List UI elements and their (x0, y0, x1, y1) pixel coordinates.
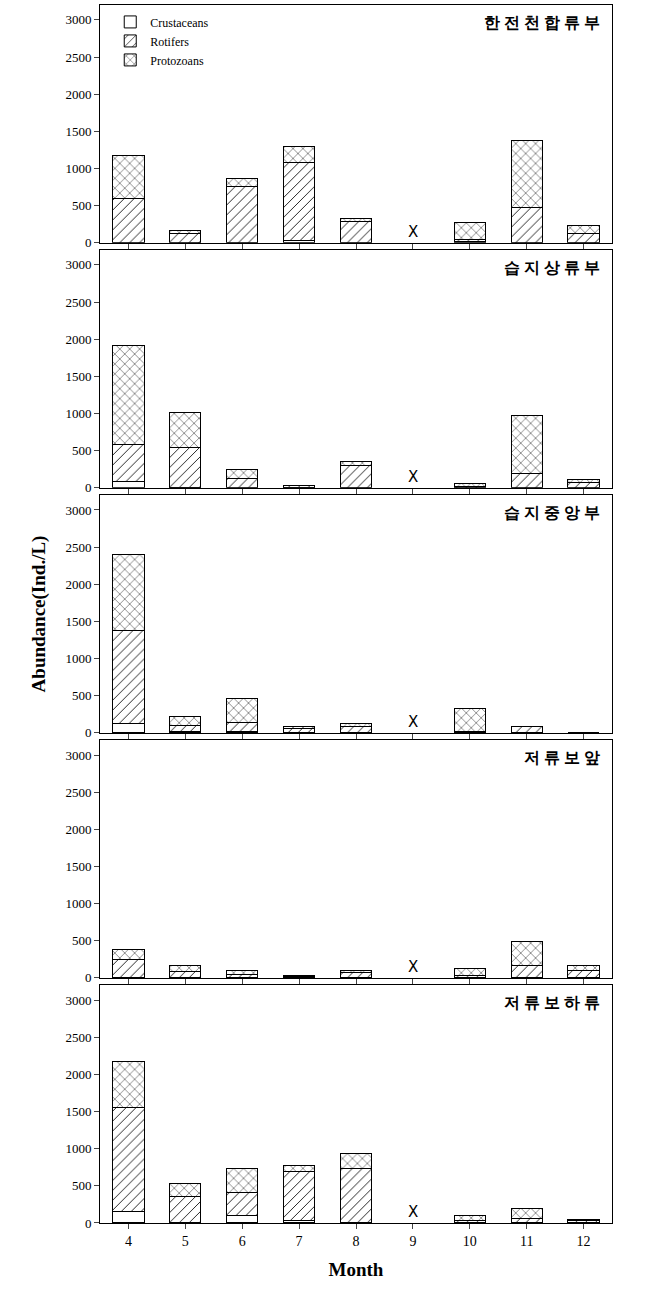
svg-text:1500: 1500 (65, 124, 91, 139)
svg-text:12: 12 (577, 1234, 591, 1249)
svg-text:2500: 2500 (65, 540, 91, 555)
svg-text:2000: 2000 (65, 87, 91, 102)
svg-text:X: X (408, 958, 418, 976)
svg-text:9: 9 (409, 1234, 416, 1249)
svg-text:10: 10 (463, 1234, 477, 1249)
svg-text:2500: 2500 (65, 295, 91, 310)
svg-text:0: 0 (85, 970, 92, 985)
svg-text:1000: 1000 (65, 651, 91, 666)
svg-text:6: 6 (239, 1234, 246, 1249)
svg-text:0: 0 (85, 235, 92, 250)
svg-text:X: X (408, 713, 418, 731)
svg-text:1000: 1000 (65, 406, 91, 421)
svg-text:습 지 중 앙 부: 습 지 중 앙 부 (504, 504, 600, 521)
svg-text:11: 11 (520, 1234, 533, 1249)
svg-text:3000: 3000 (65, 748, 91, 763)
svg-text:2500: 2500 (65, 785, 91, 800)
svg-text:2000: 2000 (65, 1067, 91, 1082)
svg-text:0: 0 (85, 1216, 92, 1231)
svg-text:2500: 2500 (65, 50, 91, 65)
svg-text:X: X (408, 1203, 418, 1221)
svg-text:2500: 2500 (65, 1030, 91, 1045)
svg-text:4: 4 (125, 1234, 132, 1249)
svg-text:Crustaceans: Crustaceans (150, 16, 208, 30)
svg-text:500: 500 (72, 198, 92, 213)
svg-text:Month: Month (329, 1259, 384, 1280)
svg-text:5: 5 (182, 1234, 189, 1249)
svg-text:0: 0 (85, 480, 92, 495)
svg-text:1500: 1500 (65, 614, 91, 629)
svg-text:저 류 보 하 류: 저 류 보 하 류 (504, 994, 600, 1011)
svg-text:한 전 천 합 류 부: 한 전 천 합 류 부 (484, 14, 600, 31)
svg-text:1000: 1000 (65, 1141, 91, 1156)
svg-text:0: 0 (85, 725, 92, 740)
svg-text:2000: 2000 (65, 332, 91, 347)
svg-text:1500: 1500 (65, 1104, 91, 1119)
svg-text:500: 500 (72, 443, 92, 458)
svg-text:Abundance(Ind./L): Abundance(Ind./L) (28, 536, 50, 693)
svg-text:3000: 3000 (65, 503, 91, 518)
svg-text:500: 500 (72, 933, 92, 948)
svg-text:3000: 3000 (65, 257, 91, 272)
svg-text:500: 500 (72, 688, 92, 703)
svg-text:1500: 1500 (65, 369, 91, 384)
svg-text:8: 8 (353, 1234, 360, 1249)
svg-text:7: 7 (296, 1234, 303, 1249)
svg-text:Rotifers: Rotifers (150, 35, 189, 49)
svg-text:습 지 상 류 부: 습 지 상 류 부 (504, 259, 600, 276)
svg-text:2000: 2000 (65, 822, 91, 837)
svg-text:1500: 1500 (65, 859, 91, 874)
svg-text:저 류 보 앞: 저 류 보 앞 (524, 749, 600, 766)
svg-text:X: X (408, 223, 418, 241)
svg-text:1000: 1000 (65, 896, 91, 911)
svg-text:X: X (408, 468, 418, 486)
svg-text:Protozoans: Protozoans (150, 54, 204, 68)
svg-text:2000: 2000 (65, 577, 91, 592)
svg-text:3000: 3000 (65, 993, 91, 1008)
svg-text:500: 500 (72, 1178, 92, 1193)
svg-text:3000: 3000 (65, 12, 91, 27)
svg-text:1000: 1000 (65, 161, 91, 176)
